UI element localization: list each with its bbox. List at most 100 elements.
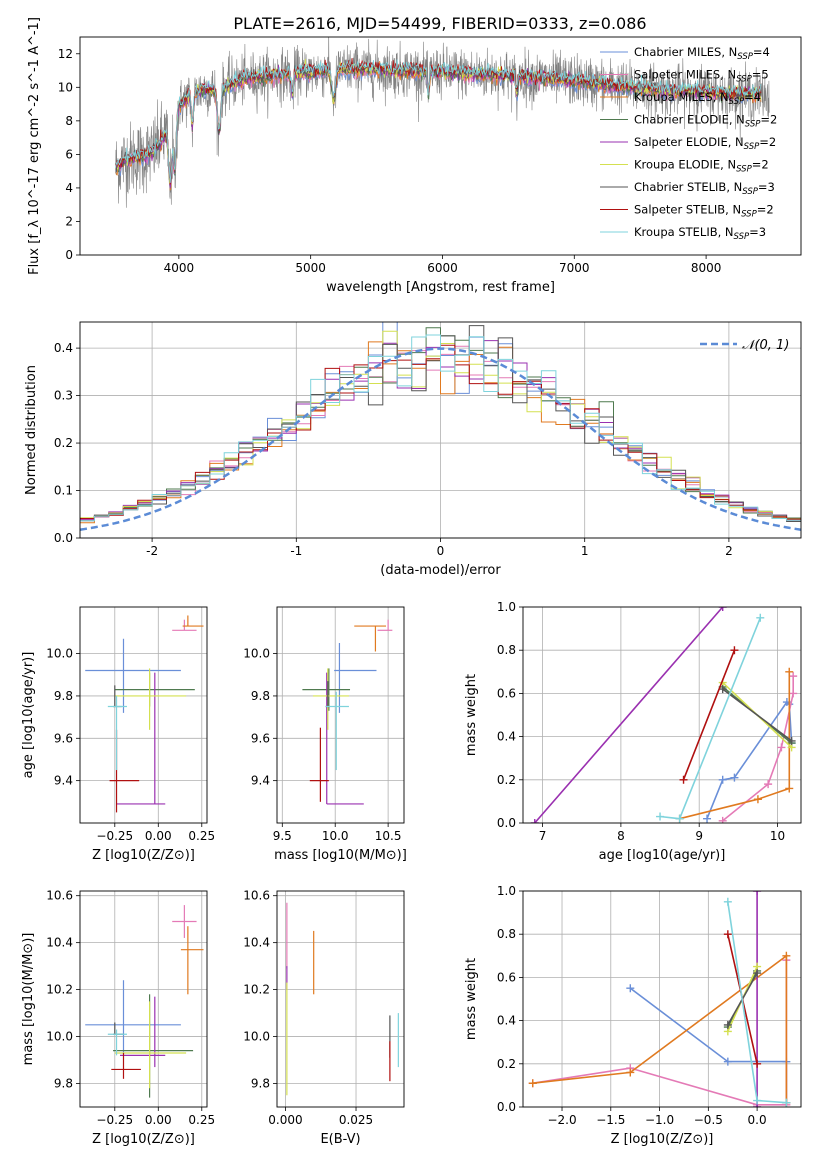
y-axis-label: mass weight — [464, 674, 479, 756]
weight-marker — [785, 784, 794, 793]
x-axis-label: E(B-V) — [320, 1132, 360, 1147]
legend-label: Salpeter STELIB, NSSP=2 — [634, 203, 774, 220]
y-tick-label: 10 — [58, 80, 73, 94]
errorbar-point-1 — [377, 619, 393, 631]
y-tick-label: 0.1 — [54, 484, 73, 498]
weight-line-2 — [532, 954, 788, 1103]
legend-text: Salpeter STELIB, N — [634, 203, 741, 217]
legend-text: =2 — [759, 135, 776, 149]
weight-marker — [753, 1059, 762, 1068]
x-tick-label: 2 — [725, 544, 733, 558]
legend-text: Kroupa MILES, N — [634, 90, 729, 104]
x-axis-label: age [log10(age/yr)] — [599, 848, 726, 863]
x-axis-label: Z [log10(Z/Z⊙)] — [611, 1132, 714, 1147]
errorbar-point-4 — [120, 996, 166, 1068]
x-tick-label: -2 — [146, 544, 158, 558]
weight-marker — [789, 689, 798, 698]
weight-marker — [730, 646, 739, 655]
panel-age_vs_mass: 9.5 10.0 10.5 9.4 9.6 9.8 10.0 mass [log10(M/M⊙… — [243, 606, 407, 863]
y-tick-label: 0.4 — [497, 1014, 516, 1028]
legend-text: =2 — [760, 113, 777, 127]
errorbar-point-8 — [107, 695, 127, 771]
x-tick-label: 5000 — [295, 261, 326, 275]
x-tick-label: 10.0 — [322, 829, 349, 843]
x-tick-label: 0.00 — [145, 829, 172, 843]
y-tick-label: 0.4 — [497, 730, 516, 744]
x-tick-label: 9 — [695, 829, 703, 843]
model-spectrum-3 — [115, 64, 762, 189]
histogram-8 — [80, 334, 801, 522]
y-tick-label: 4 — [65, 181, 73, 195]
y-tick-label: 2 — [65, 214, 73, 228]
errorbar-point-0 — [85, 638, 181, 713]
y-tick-label: 10.0 — [46, 1030, 73, 1044]
x-tick-label: 8000 — [691, 261, 722, 275]
x-tick-label: −2.0 — [547, 1113, 576, 1127]
panels: 4000 5000 6000 7000 8000024681012wavelength … — [21, 17, 802, 1147]
x-tick-label: 0.25 — [188, 829, 215, 843]
x-axis-label: mass [log10(M/M⊙)] — [274, 848, 407, 863]
x-axis-label: Z [log10(Z/Z⊙)] — [92, 1132, 195, 1147]
weight-line-4 — [534, 607, 724, 823]
weight-marker — [753, 969, 762, 978]
y-tick-label: 0.2 — [497, 773, 516, 787]
errorbar-point-8 — [107, 1029, 127, 1056]
y-tick-label: 0.0 — [54, 531, 73, 545]
errorbar-point-8 — [325, 691, 349, 771]
x-tick-label: 10.5 — [375, 829, 402, 843]
weight-line-6 — [722, 688, 793, 742]
x-tick-label: −0.25 — [96, 1113, 133, 1127]
weight-marker — [530, 819, 539, 823]
legend-subscript: SSP — [742, 187, 758, 197]
model-spectrum-8 — [115, 59, 762, 183]
axes-frame — [276, 606, 405, 824]
errorbar-point-3 — [113, 994, 194, 1098]
observed-spectrum — [115, 37, 770, 208]
legend-subscript: SSP — [741, 210, 757, 220]
legend-label: Kroupa MILES, NSSP=4 — [634, 90, 761, 107]
x-tick-label: 0.025 — [339, 1113, 373, 1127]
weight-marker — [675, 814, 684, 823]
axes-frame — [79, 321, 802, 539]
y-tick-label: 9.8 — [54, 689, 73, 703]
x-tick-label: 7000 — [559, 261, 590, 275]
plot-area — [80, 322, 801, 531]
weight-line-2 — [679, 671, 791, 820]
y-axis-label: mass [log10(M/M⊙)] — [21, 933, 36, 1066]
grid — [523, 890, 801, 1108]
errorbar-point-7 — [309, 727, 329, 802]
errorbar-point-2 — [182, 615, 204, 627]
weight-marker — [723, 1020, 732, 1029]
legend-text: =2 — [752, 158, 769, 172]
histogram-3 — [80, 327, 801, 519]
legend-text: Kroupa ELODIE, N — [634, 158, 736, 172]
plot-area — [85, 615, 204, 813]
y-tick-label: 0.6 — [497, 970, 516, 984]
x-tick-label: -1 — [290, 544, 302, 558]
legend-text: =4 — [744, 90, 761, 104]
x-tick-label: 9.5 — [273, 829, 292, 843]
legend-text: Chabrier ELODIE, N — [634, 113, 745, 127]
legend-label: Chabrier STELIB, NSSP=3 — [634, 180, 775, 197]
y-tick-label: 10.0 — [243, 647, 270, 661]
legend-subscript: SSP — [729, 97, 745, 107]
weight-marker — [730, 773, 739, 782]
legend-label: Kroupa ELODIE, NSSP=2 — [634, 158, 769, 175]
legend-text: Kroupa STELIB, N — [634, 225, 734, 239]
y-tick-label: 0.0 — [497, 816, 516, 830]
x-tick-label: 1 — [581, 544, 589, 558]
plot-area — [530, 607, 798, 823]
weight-marker — [723, 897, 732, 906]
errorbar-point-2 — [354, 625, 387, 652]
weight-marker — [785, 667, 794, 676]
weight-marker — [787, 736, 796, 745]
legend-subscript: SSP — [737, 52, 753, 62]
legend-label: Chabrier MILES, NSSP=4 — [634, 45, 770, 62]
errorbar-point-5 — [114, 1001, 187, 1089]
axes-frame — [79, 36, 802, 256]
legend-text: Chabrier STELIB, N — [634, 180, 742, 194]
x-axis-label: Z [log10(Z/Z⊙)] — [92, 848, 195, 863]
weight-marker — [656, 812, 665, 821]
y-tick-label: 0.6 — [497, 686, 516, 700]
legend-text: =3 — [749, 225, 766, 239]
